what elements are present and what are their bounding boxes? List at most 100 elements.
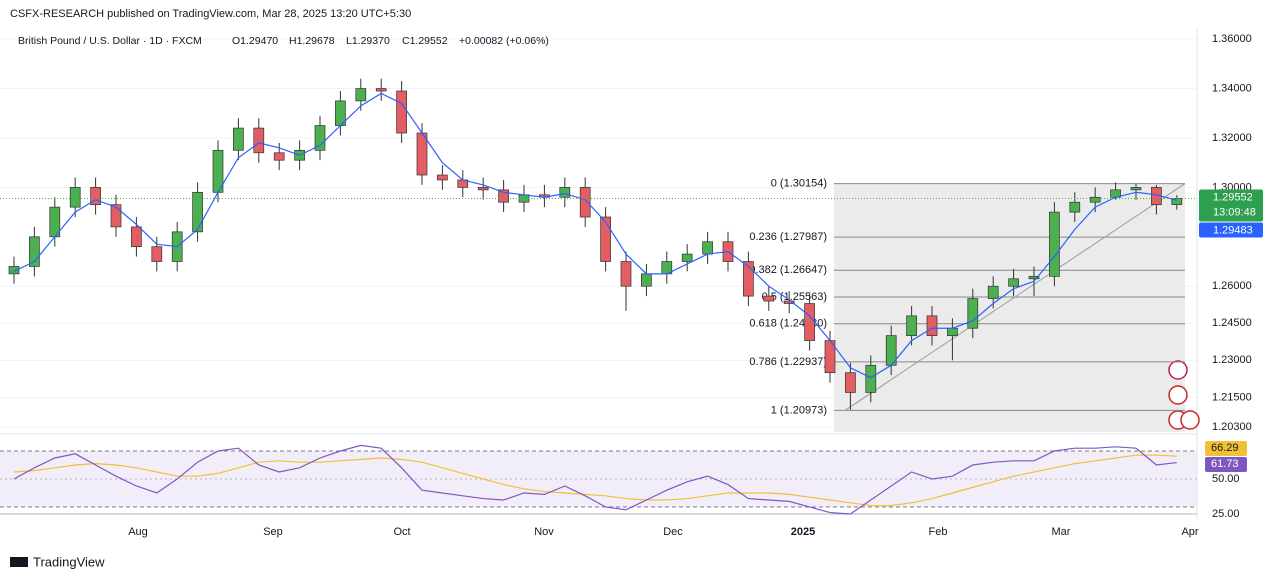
brand-name: TradingView [33, 554, 105, 569]
y-tick-label: 50.00 [1212, 473, 1240, 485]
candle-body [396, 90, 407, 134]
icon [1180, 410, 1200, 430]
x-tick-label: Mar [1052, 526, 1071, 538]
candle-body [498, 189, 509, 203]
candle-body [29, 236, 40, 267]
legend-low: L1.29370 [346, 35, 390, 47]
legend-change: +0.00082 (+0.06%) [459, 35, 549, 47]
candle-body [1028, 275, 1040, 280]
candle-body [518, 194, 530, 203]
candle-body [783, 300, 795, 304]
y-tick-label: 1.24500 [1212, 317, 1252, 329]
fib-label: 0.5 (1.25563) [762, 291, 827, 303]
candle-body [1008, 278, 1019, 287]
symbol-title: British Pound / U.S. Dollar · 1D · FXCM [18, 35, 202, 47]
candle-body [1089, 196, 1101, 203]
y-tick-label: 1.23000 [1212, 354, 1252, 366]
y-tick-label: 1.34000 [1212, 82, 1252, 94]
x-tick-label: Oct [393, 526, 410, 538]
x-tick-label: Dec [663, 526, 683, 538]
brand: TradingView [10, 554, 105, 569]
x-tick-label: Apr [1181, 526, 1198, 538]
candle-body [90, 187, 101, 206]
candle-body [437, 174, 448, 181]
candle-body [865, 364, 877, 393]
icon [1168, 360, 1188, 380]
candle-body [416, 132, 428, 176]
candle-body [906, 315, 917, 336]
last-price-label: 1.29552 [1213, 191, 1253, 203]
legend-close: C1.29552 [402, 35, 448, 47]
candle-body [681, 253, 693, 262]
fib-label: 0.786 (1.22937) [749, 356, 827, 368]
ma-price-box [1199, 222, 1263, 238]
last-price-box [1199, 189, 1263, 222]
fib-label: 0.382 (1.26647) [749, 264, 827, 276]
candle-body [8, 266, 20, 275]
candle-body [1069, 201, 1081, 213]
candle-body [375, 88, 387, 92]
brand-logo [10, 557, 28, 567]
ma-price-label: 1.29483 [1213, 224, 1253, 236]
y-tick-label: 1.32000 [1212, 132, 1252, 144]
y-tick-label: 1.26000 [1212, 280, 1252, 292]
legend-open: O1.29470 [232, 35, 278, 47]
icon [1168, 385, 1188, 405]
candle-body [804, 303, 815, 341]
x-tick-label: Sep [263, 526, 283, 538]
candle-body [355, 88, 367, 102]
y-tick-label: 1.20300 [1212, 421, 1252, 433]
moving-average [13, 92, 1177, 379]
legend: British Pound / U.S. Dollar · 1D · FXCM … [18, 35, 549, 47]
fib-label: 0.236 (1.27987) [749, 231, 827, 243]
y-tick-label: 1.21500 [1212, 391, 1252, 403]
x-tick-label: Feb [929, 526, 948, 538]
x-tick-label: 2025 [791, 526, 815, 538]
rsi-band-fill [0, 450, 1197, 507]
rsi-value-box [1205, 441, 1247, 456]
candle-body [947, 327, 958, 336]
candle-body [845, 372, 856, 393]
candle-body [192, 191, 203, 233]
candle-body [1130, 187, 1142, 191]
legend-high: H1.29678 [289, 35, 335, 47]
y-tick-label: 25.00 [1212, 508, 1240, 520]
candle-body [69, 187, 81, 208]
candle-body [600, 216, 611, 262]
candle-body [314, 125, 326, 151]
candle-body [967, 298, 979, 329]
candle-body [702, 241, 713, 255]
event-icons [1168, 360, 1200, 430]
publisher-line: CSFX-RESEARCH published on TradingView.c… [10, 8, 411, 20]
candle-body [233, 127, 244, 151]
candle-body [987, 285, 999, 299]
rsi-value-label: 66.29 [1211, 442, 1239, 454]
rsi-value-label: 61.73 [1211, 458, 1239, 470]
candle-body [559, 187, 571, 198]
rsi-value-box [1205, 457, 1247, 472]
fib-label: 1 (1.20973) [771, 404, 827, 416]
rsi-line [13, 454, 1177, 507]
fib-label: 0 (1.30154) [771, 177, 827, 189]
candle-body [620, 261, 632, 287]
candle-body [763, 295, 775, 302]
y-tick-label: 1.36000 [1212, 33, 1252, 45]
fib-area [834, 183, 1185, 432]
candle-body [110, 204, 122, 228]
candle-body [1049, 211, 1060, 277]
x-tick-label: Nov [534, 526, 554, 538]
candle-body [926, 315, 938, 336]
x-tick-label: Aug [128, 526, 148, 538]
candle-body [131, 226, 142, 248]
candle-body [253, 127, 265, 154]
rsi-line [13, 444, 1177, 515]
countdown-label: 13:09:48 [1213, 206, 1256, 218]
candle-body [579, 187, 591, 218]
trend-line [844, 183, 1186, 411]
candle-body [743, 261, 754, 297]
candle-body [151, 246, 163, 262]
candle-body [273, 152, 285, 161]
candle-body [477, 187, 489, 191]
